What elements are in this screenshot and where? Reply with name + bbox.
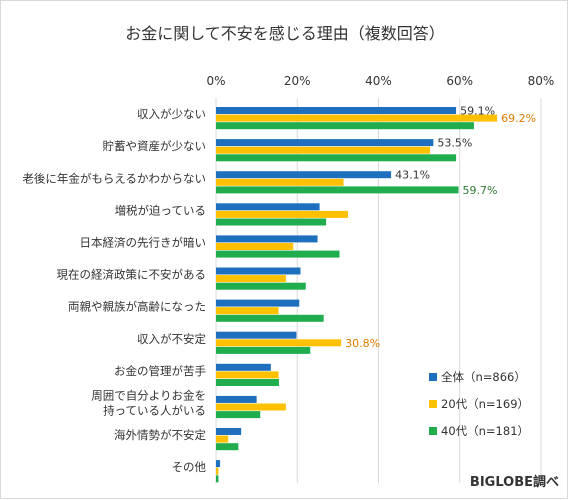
bar (216, 210, 349, 218)
bar (216, 314, 324, 322)
legend-swatch (429, 373, 437, 381)
legend-label: 40代（n=181） (441, 424, 529, 438)
bar (216, 139, 434, 147)
bar (216, 107, 457, 114)
legend-label: 全体（n=866） (441, 370, 526, 384)
category-label: お金の管理が苦手 (114, 364, 206, 378)
bar (216, 186, 459, 194)
data-label: 59.1% (460, 105, 495, 118)
category-label: 老後に年金がもらえるかわからない (22, 171, 206, 185)
legend: 全体（n=866） 20代（n=169） 40代（n=181） (429, 370, 529, 438)
bar (216, 235, 318, 243)
bar (216, 411, 261, 419)
bar (216, 428, 242, 435)
bar (216, 282, 306, 290)
bar (216, 435, 229, 443)
data-label: 43.1% (395, 169, 430, 182)
source-credit: BIGLOBE調べ (470, 474, 559, 490)
bar (216, 346, 311, 354)
bar (216, 267, 301, 275)
data-label: 30.8% (345, 337, 380, 350)
category-labels: 収入が少ない貯蓄や資産が少ない老後に年金がもらえるかわからない増税が迫っている日… (22, 107, 206, 474)
bar (216, 403, 286, 411)
legend-swatch (429, 427, 437, 435)
grid (215, 98, 542, 484)
category-label: 海外情勢が不安定 (114, 428, 206, 442)
bar (216, 371, 279, 379)
bars (216, 107, 498, 483)
category-label: 周囲で自分よりお金を (91, 388, 206, 402)
bar (216, 250, 340, 258)
bar (216, 460, 221, 468)
category-label: 持っている人がいる (103, 403, 206, 417)
x-axis-ticks: 0% 20% 40% 60% 80% (206, 74, 554, 88)
bar (216, 331, 297, 339)
data-labels: 59.1% 69.2% 53.5% 43.1% 59.7% 30.8% (345, 105, 536, 350)
bar (216, 114, 498, 122)
data-label: 53.5% (437, 137, 472, 150)
data-label: 59.7% (463, 184, 498, 197)
bar (216, 475, 219, 483)
x-tick-label: 20% (284, 74, 311, 88)
category-label: その他 (172, 460, 207, 474)
bar (216, 154, 457, 162)
category-label: 両親や親族が高齢になった (68, 300, 206, 314)
bar (216, 243, 294, 250)
bar (216, 178, 344, 186)
bar (216, 339, 342, 347)
bar (216, 379, 279, 386)
bar (216, 122, 474, 130)
bar (216, 218, 327, 226)
category-label: 現在の経済政策に不安がある (57, 268, 207, 282)
category-label: 増税が迫っている (115, 203, 206, 217)
category-label: 収入が少ない (137, 107, 206, 121)
bar (216, 307, 279, 315)
category-label: 日本経済の先行きが暗い (80, 235, 207, 249)
x-tick-label: 40% (365, 74, 392, 88)
x-tick-label: 60% (446, 74, 473, 88)
legend-swatch (429, 400, 437, 408)
x-tick-label: 0% (206, 74, 225, 88)
x-tick-label: 80% (528, 74, 555, 88)
legend-label: 20代（n=169） (441, 397, 529, 411)
bar (216, 467, 219, 475)
bar (216, 443, 239, 451)
bar (216, 363, 271, 371)
bar (216, 171, 392, 179)
bar (216, 275, 286, 283)
category-label: 貯蓄や資産が少ない (103, 139, 207, 153)
category-label: 収入が不安定 (137, 332, 206, 346)
chart-title: お金に関して不安を感じる理由（複数回答） (125, 24, 445, 43)
bar (216, 203, 320, 211)
bar (216, 299, 300, 307)
data-label: 69.2% (501, 112, 536, 125)
bar (216, 395, 257, 403)
bar (216, 146, 431, 154)
